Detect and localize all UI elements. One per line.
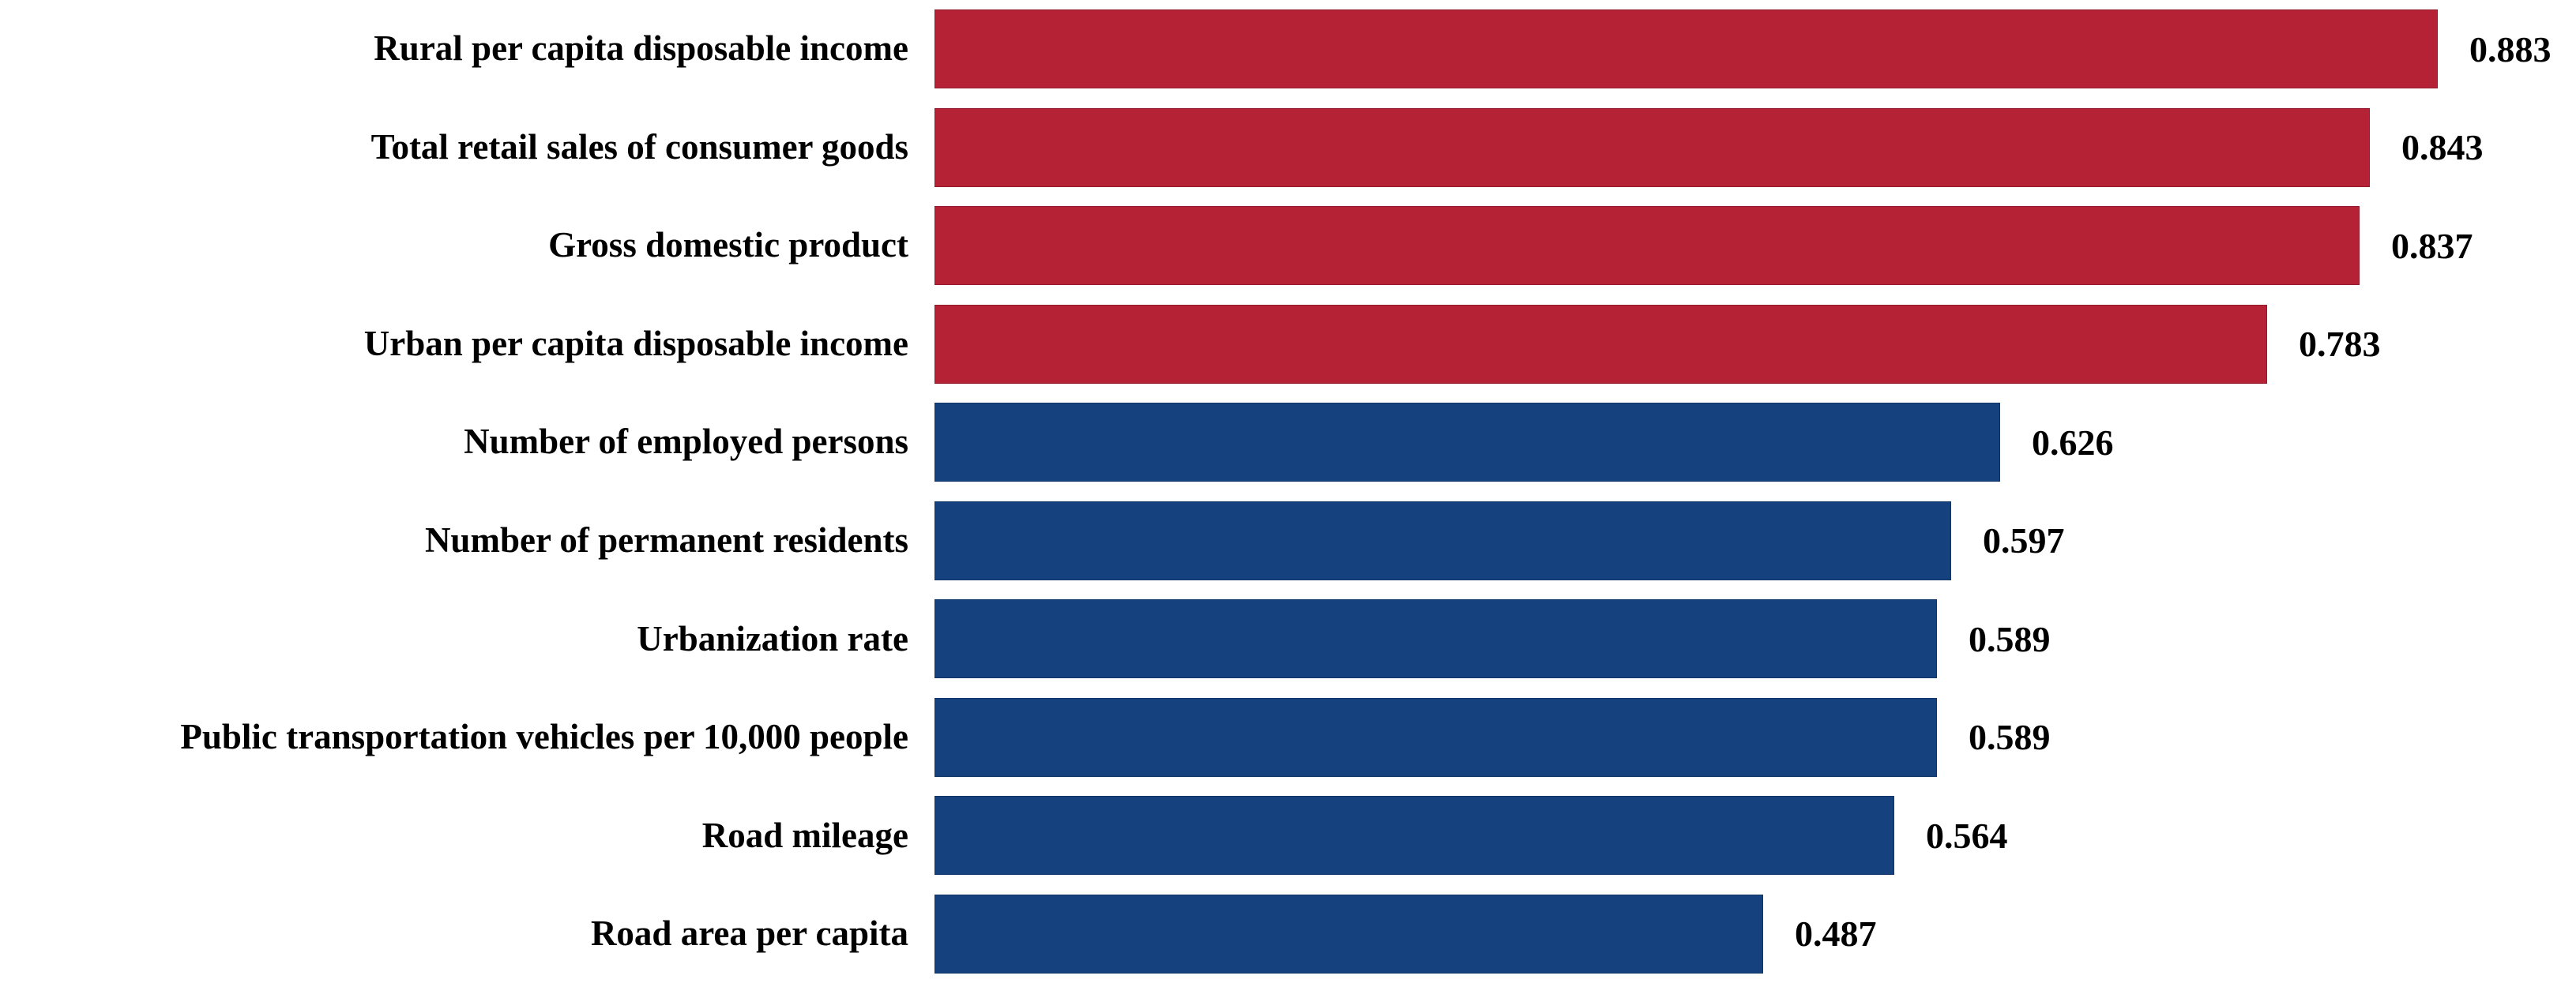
- bar-row: Number of permanent residents 0.597: [0, 501, 2576, 580]
- bar: [935, 796, 1894, 876]
- bar-track: 0.589: [935, 599, 2576, 679]
- bar: [935, 894, 1763, 974]
- category-label: Total retail sales of consumer goods: [370, 126, 908, 167]
- category-label: Road area per capita: [590, 914, 908, 954]
- bar-row: Public transportation vehicles per 10,00…: [0, 697, 2576, 777]
- value-label: 0.597: [1983, 520, 2065, 561]
- category-label: Number of employed persons: [464, 422, 908, 462]
- bar-row: Number of employed persons 0.626: [0, 403, 2576, 482]
- value-label: 0.487: [1795, 914, 1877, 955]
- value-label: 0.783: [2299, 324, 2381, 365]
- bar-track: 0.597: [935, 501, 2576, 580]
- bar-track: 0.564: [935, 796, 2576, 876]
- bar: [935, 304, 2267, 384]
- value-label: 0.626: [2032, 422, 2114, 463]
- value-label: 0.883: [2469, 28, 2552, 69]
- bar-track: 0.626: [935, 403, 2576, 482]
- bar-track: 0.837: [935, 206, 2576, 286]
- bar-row: Total retail sales of consumer goods 0.84…: [0, 107, 2576, 187]
- category-label: Number of permanent residents: [424, 520, 908, 560]
- bar-track: 0.589: [935, 697, 2576, 777]
- bar-track: 0.783: [935, 304, 2576, 384]
- value-label: 0.589: [1969, 717, 2051, 758]
- value-label: 0.837: [2391, 225, 2473, 266]
- category-label: Public transportation vehicles per 10,00…: [180, 717, 908, 757]
- bar-row: Road area per capita 0.487: [0, 894, 2576, 974]
- bar: [935, 206, 2360, 286]
- bar-row: Rural per capita disposable income 0.883: [0, 9, 2576, 88]
- bar: [935, 9, 2438, 88]
- bar-track: 0.843: [935, 107, 2576, 187]
- category-label: Gross domestic product: [548, 225, 908, 265]
- bar: [935, 403, 2000, 482]
- bar: [935, 599, 1937, 679]
- category-label: Road mileage: [701, 815, 908, 855]
- value-label: 0.843: [2401, 127, 2484, 168]
- bar-row: Urbanization rate 0.589: [0, 599, 2576, 679]
- bar-track: 0.883: [935, 9, 2576, 88]
- category-label: Urban per capita disposable income: [363, 323, 908, 363]
- bar: [935, 501, 1951, 580]
- bar-row: Urban per capita disposable income 0.783: [0, 304, 2576, 384]
- value-label: 0.589: [1969, 618, 2051, 659]
- category-label: Rural per capita disposable income: [374, 28, 908, 69]
- bar-row: Gross domestic product 0.837: [0, 206, 2576, 286]
- bar-track: 0.487: [935, 894, 2576, 974]
- bar: [935, 107, 2370, 187]
- category-label: Urbanization rate: [637, 618, 908, 658]
- bar: [935, 697, 1937, 777]
- value-label: 0.564: [1926, 815, 2008, 856]
- bar-row: Road mileage 0.564: [0, 796, 2576, 876]
